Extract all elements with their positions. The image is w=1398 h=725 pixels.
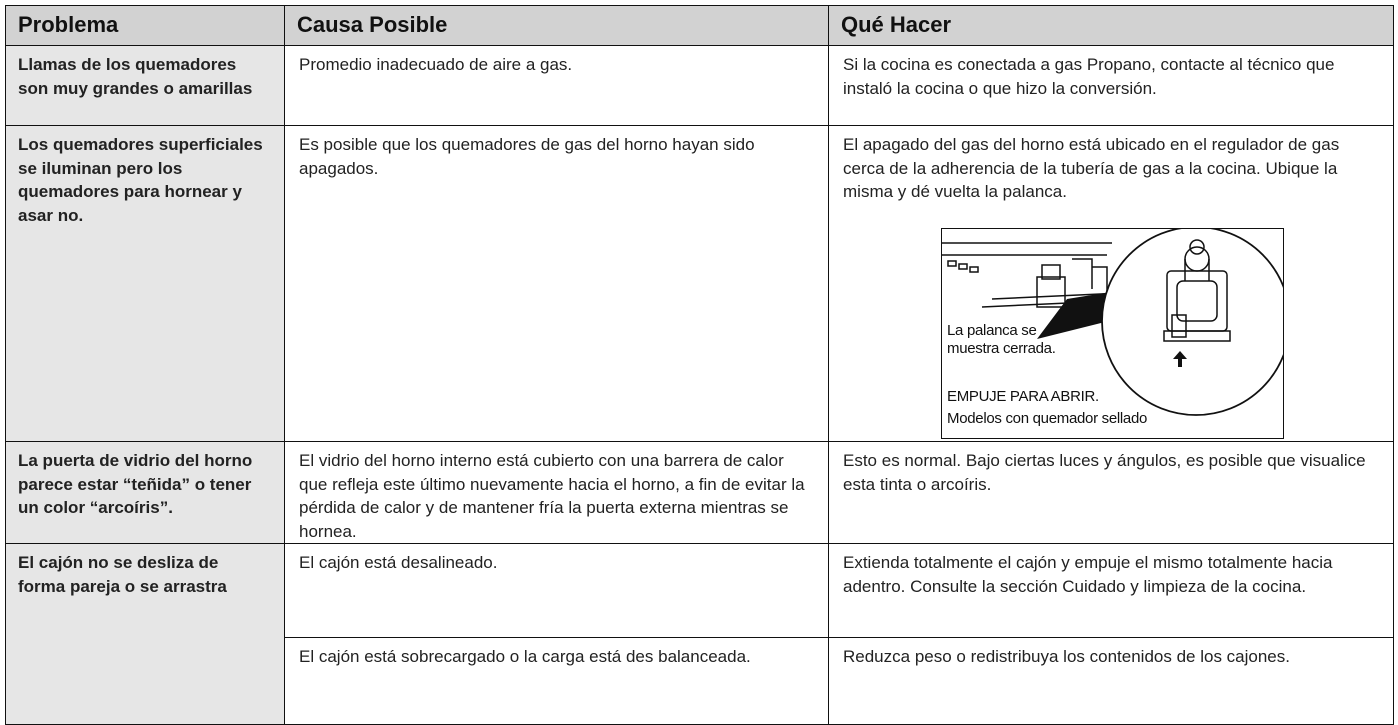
action-cell: Esto es normal. Bajo ciertas luces y áng… <box>828 441 1394 544</box>
action-cell: Reduzca peso o redistribuya los contenid… <box>828 637 1394 725</box>
action-cell: Si la cocina es conectada a gas Propano,… <box>828 45 1394 126</box>
figure-label: La palanca se muestra cerrada. <box>947 322 1056 357</box>
figure-label: Modelos con quemador sellado <box>947 410 1148 427</box>
table-row: Llamas de los quemadores son muy grandes… <box>5 45 1394 126</box>
troubleshooting-table: Problema Causa Posible Qué Hacer Llamas de … <box>5 5 1394 725</box>
header-cell: Causa Posible <box>284 5 829 46</box>
cause-cell: El cajón está sobrecargado o la carga es… <box>284 637 829 725</box>
valve-drawing <box>942 229 1283 416</box>
problem-cell: Los quemadores superficiales se iluminan… <box>5 125 285 442</box>
figure-label: EMPUJE PARA ABRIR. <box>947 388 1099 405</box>
action-cell: Extienda totalmente el cajón y empuje el… <box>828 543 1394 638</box>
cause-cell: Promedio inadecuado de aire a gas. <box>284 45 829 126</box>
table-row: Los quemadores superficiales se iluminan… <box>5 125 1394 442</box>
header-row: Problema Causa Posible Qué Hacer <box>5 5 1394 46</box>
table-row: La puerta de vidrio del horno parece est… <box>5 441 1394 544</box>
cause-cell: Es posible que los quemadores de gas del… <box>284 125 829 442</box>
problem-cell: El cajón no se desliza de forma pareja o… <box>5 543 285 725</box>
header-cell: Problema <box>5 5 285 46</box>
table-row: El cajón no se desliza de forma pareja o… <box>5 543 1394 725</box>
valve-figure: La palanca se muestra cerrada. EMPUJE PA… <box>941 228 1284 439</box>
cause-cell: El cajón está desalineado. <box>284 543 829 638</box>
problem-cell: Llamas de los quemadores son muy grandes… <box>5 45 285 126</box>
cause-cell: El vidrio del horno interno está cubiert… <box>284 441 829 544</box>
problem-cell: La puerta de vidrio del horno parece est… <box>5 441 285 544</box>
header-cell: Qué Hacer <box>828 5 1394 46</box>
